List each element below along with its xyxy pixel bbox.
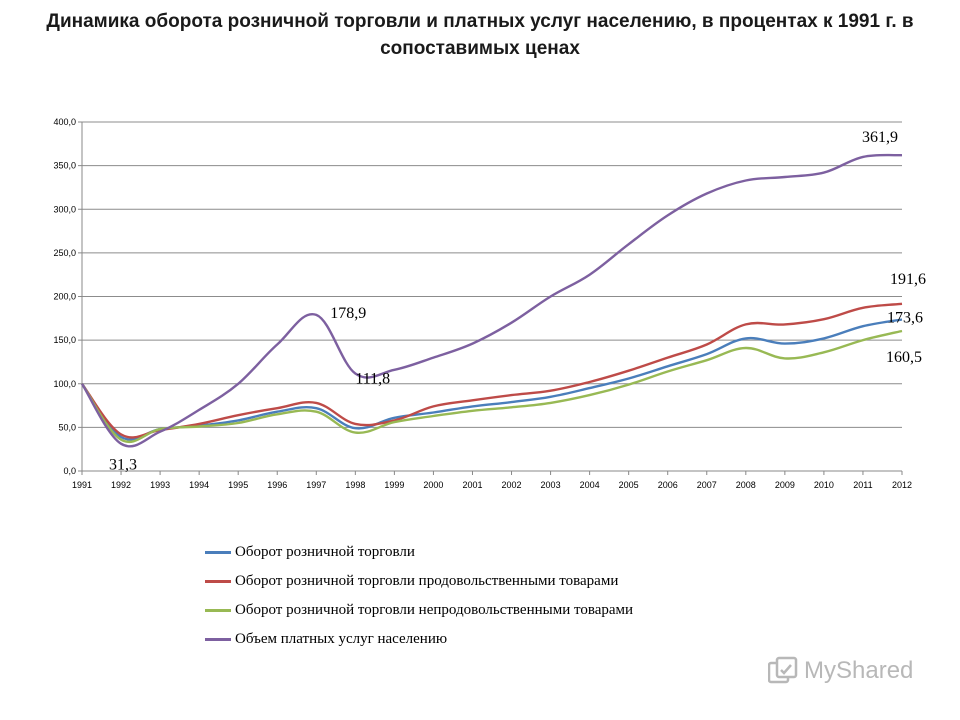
x-tick-label: 1993 <box>150 480 170 490</box>
y-tick-label: 100,0 <box>53 379 76 389</box>
x-tick-label: 2003 <box>541 480 561 490</box>
x-tick-label: 2000 <box>423 480 443 490</box>
x-tick-label: 2004 <box>580 480 600 490</box>
data-label: 111,8 <box>355 370 390 387</box>
legend-swatch <box>205 580 231 583</box>
series-line-3 <box>80 153 903 448</box>
data-annotations: 31,3 178,9 111,8 361,9 191,6 173,6 160,5 <box>109 129 926 473</box>
data-label: 361,9 <box>862 129 898 146</box>
data-label: 31,3 <box>109 457 137 474</box>
myshared-logo-icon <box>768 656 798 684</box>
x-tick-label: 2008 <box>736 480 756 490</box>
x-tick-label: 2010 <box>814 480 834 490</box>
legend-swatch <box>205 609 231 612</box>
x-tick-label: 2002 <box>502 480 522 490</box>
tick-labels: 0,0 50,0 100,0 150,0 200,0 250,0 300,0 350,0 400… <box>53 117 912 490</box>
axes <box>78 121 903 475</box>
x-tick-label: 2001 <box>462 480 482 490</box>
data-label: 173,6 <box>887 310 923 327</box>
legend: Оборот розничной торговли Оборот рознично… <box>205 538 633 654</box>
y-tick-label: 150,0 <box>53 335 76 345</box>
data-label: 160,5 <box>886 349 922 366</box>
data-label: 178,9 <box>330 305 366 322</box>
legend-label: Оборот розничной торговли продовольствен… <box>235 573 619 589</box>
legend-label: Оборот розничной торговли непродовольств… <box>235 602 634 618</box>
y-tick-label: 350,0 <box>53 161 76 171</box>
grid-lines <box>82 121 902 428</box>
series-line-0 <box>81 318 903 441</box>
x-tick-label: 2009 <box>775 480 795 490</box>
x-tick-label: 1992 <box>111 480 131 490</box>
legend-item: Оборот розничной торговли <box>205 538 633 567</box>
x-tick-label: 1998 <box>345 480 365 490</box>
x-tick-label: 2005 <box>619 480 639 490</box>
x-tick-label: 1996 <box>267 480 287 490</box>
y-tick-label: 200,0 <box>53 292 76 302</box>
legend-label: Объем платных услуг населению <box>235 631 448 647</box>
y-tick-label: 50,0 <box>58 422 76 432</box>
x-tick-label: 2012 <box>892 480 912 490</box>
legend-label: Оборот розничной торговли <box>235 544 415 560</box>
x-tick-label: 1994 <box>189 480 209 490</box>
series-line-1 <box>81 302 903 439</box>
x-tick-label: 1991 <box>72 480 92 490</box>
data-label: 191,6 <box>890 271 926 288</box>
x-tick-label: 1995 <box>228 480 248 490</box>
y-tick-label: 0,0 <box>63 466 76 476</box>
x-tick-label: 2007 <box>697 480 717 490</box>
legend-item: Оборот розничной торговли продовольствен… <box>205 567 633 596</box>
x-tick-label: 1999 <box>384 480 404 490</box>
series-line-2 <box>81 329 903 443</box>
legend-swatch <box>205 551 231 554</box>
x-tick-label: 2006 <box>658 480 678 490</box>
series-lines <box>80 153 903 448</box>
x-tick-label: 2011 <box>853 480 872 490</box>
chart-title: Динамика оборота розничной торговли и пл… <box>46 11 914 59</box>
y-tick-label: 400,0 <box>53 117 76 127</box>
legend-item: Оборот розничной торговли непродовольств… <box>205 596 633 625</box>
watermark: MyShared <box>768 656 913 686</box>
y-tick-label: 250,0 <box>53 248 76 258</box>
x-tick-label: 1997 <box>306 480 326 490</box>
legend-swatch <box>205 638 231 641</box>
watermark-text: MyShared <box>804 657 914 684</box>
legend-item: Объем платных услуг населению <box>205 625 633 654</box>
y-tick-label: 300,0 <box>53 204 76 214</box>
